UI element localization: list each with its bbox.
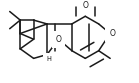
Text: O: O (109, 29, 115, 38)
Text: H: H (46, 56, 51, 62)
Text: O: O (56, 35, 61, 44)
Text: O: O (82, 1, 88, 10)
